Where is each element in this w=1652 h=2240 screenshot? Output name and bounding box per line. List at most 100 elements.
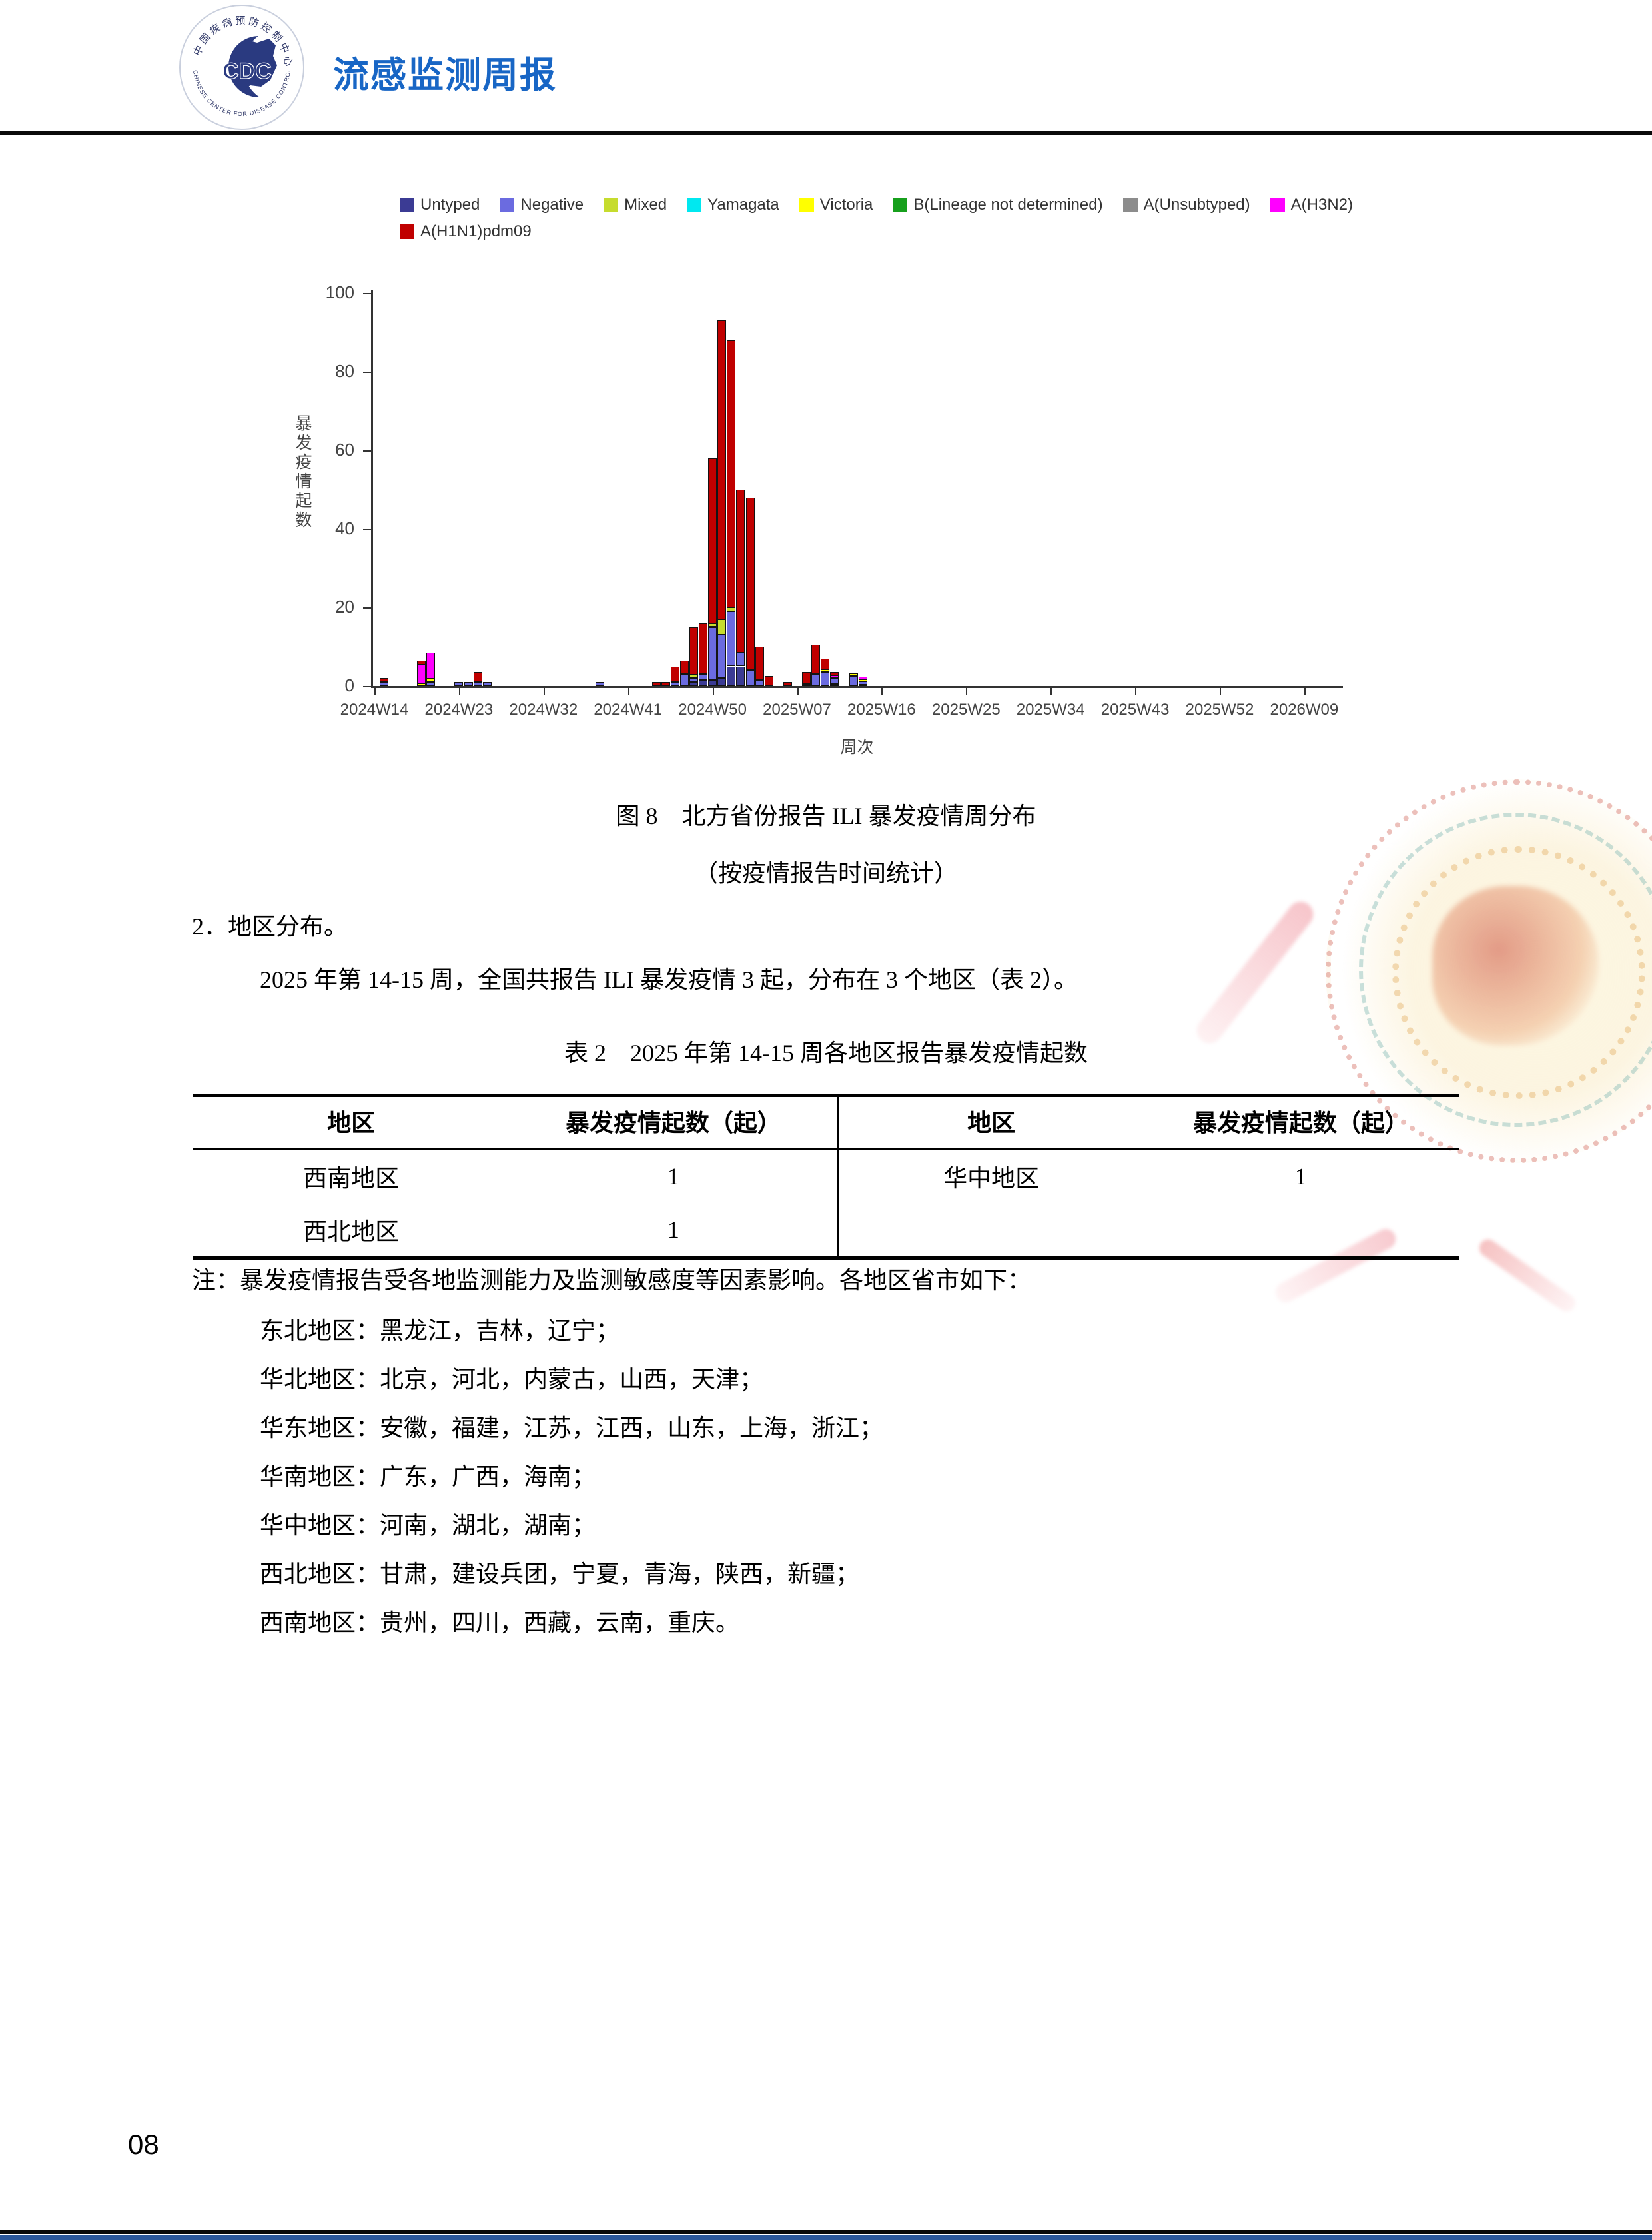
bar-segment-negative	[699, 674, 707, 681]
table-row: 西南地区 1 华中地区 1	[193, 1148, 1459, 1203]
legend-swatch-icon	[500, 198, 515, 212]
legend-swatch-icon	[687, 198, 702, 212]
legend-swatch-icon	[400, 224, 414, 239]
bar-segment-a_h3n2	[830, 675, 839, 679]
x-tick-label: 2024W32	[509, 701, 578, 719]
bar-segment-negative	[595, 682, 604, 686]
x-tick-label: 2025W52	[1185, 701, 1254, 719]
legend-swatch-icon	[604, 198, 619, 212]
cdc-logo: 中国疾病预防控制中心 CHINESE CENTER FOR DISEASE CO…	[176, 0, 305, 131]
note-intro: 注：暴发疫情报告受各地监测能力及监测敏感度等因素影响。各地区省市如下：	[192, 1267, 1032, 1294]
bar-segment-untyped	[802, 684, 811, 686]
legend-label: Victoria	[819, 196, 873, 214]
legend-swatch-icon	[799, 198, 814, 212]
legend-label: A(H1N1)pdm09	[420, 222, 532, 240]
region-note-line: 西北地区：甘肃，建设兵团，宁夏，青海，陕西，新疆；	[260, 1561, 860, 1587]
table-cell: 华中地区	[943, 1165, 1040, 1192]
x-tick	[1050, 688, 1052, 695]
bar-segment-negative	[736, 652, 745, 667]
bar-segment-negative	[821, 672, 830, 686]
bar-segment-mixed	[708, 623, 717, 627]
x-tick-label: 2024W23	[424, 701, 494, 719]
bar-segment-mixed	[689, 675, 698, 679]
legend-swatch-icon	[1270, 198, 1285, 212]
y-tick	[363, 607, 371, 609]
legend-label: B(Lineage not determined)	[913, 196, 1103, 214]
bar-segment-a_h1n1pdm09	[830, 672, 839, 676]
x-tick	[881, 688, 883, 695]
y-tick-label: 0	[344, 675, 354, 695]
x-tick	[458, 688, 460, 695]
y-tick	[363, 529, 371, 530]
bar-segment-negative	[745, 670, 755, 686]
logo-china-map	[232, 39, 277, 91]
bar-segment-mixed	[717, 619, 727, 635]
y-tick-label: 20	[335, 597, 354, 617]
y-tick-label: 40	[335, 518, 354, 538]
virus-streak-icon	[1191, 896, 1319, 1049]
x-tick-label: 2024W41	[594, 701, 663, 719]
x-tick-label: 2025W34	[1016, 701, 1085, 719]
bar-segment-untyped	[689, 682, 698, 686]
legend-row: Untyped Negative Mixed Yamagata Victoria B(Li…	[400, 196, 1399, 214]
figure-caption-line2: （按疫情报告时间统计）	[693, 860, 958, 887]
bar-segment-a_h1n1pdm09	[755, 647, 764, 681]
table-cell: 1	[1294, 1163, 1307, 1190]
page-number: 08	[128, 2129, 159, 2160]
y-axis-title: 暴发疫情起数	[293, 414, 312, 530]
legend-swatch-icon	[893, 198, 908, 212]
bar-segment-negative	[473, 682, 482, 686]
legend-item-a_unsubtyped: A(Unsubtyped)	[1122, 196, 1250, 214]
bar-segment-a_h1n1pdm09	[473, 672, 482, 683]
footer-accent-bar	[0, 2235, 1652, 2240]
table-row: 西北地区 1	[193, 1203, 1459, 1258]
x-tick	[543, 688, 545, 695]
bar-segment-negative	[454, 682, 464, 686]
bar-segment-victoria	[849, 673, 858, 677]
bar-segment-a_h1n1pdm09	[661, 682, 670, 686]
virus-streak-icon	[1475, 1236, 1579, 1315]
table-header-cell: 地区	[193, 1095, 510, 1150]
y-tick-label: 80	[335, 361, 354, 381]
region-note-line: 华东地区：安徽，福建，江苏，江西，山东，上海，浙江；	[260, 1415, 884, 1441]
x-axis-line	[371, 686, 1343, 688]
region-table-wrap: 地区 暴发疫情起数（起） 地区 暴发疫情起数（起） 西南地区 1 华中地区 1 西北地区 1	[193, 1094, 1459, 1260]
bar-segment-a_h3n2	[417, 664, 426, 683]
bar-segment-a_h1n1pdm09	[699, 623, 707, 675]
x-tick	[374, 688, 376, 695]
x-tick-label: 2025W25	[931, 701, 1001, 719]
bar-segment-a_h1n1pdm09	[651, 682, 661, 686]
table-cell: 1	[509, 1148, 840, 1203]
x-axis-title: 周次	[840, 738, 874, 757]
bar-segment-negative	[858, 681, 867, 685]
x-tick-label: 2025W07	[763, 701, 831, 719]
legend-item-b_lineage_nd: B(Lineage not determined)	[893, 196, 1103, 214]
legend-item-untyped: Untyped	[400, 196, 480, 214]
cdc-logo-image: 中国疾病预防控制中心 CHINESE CENTER FOR DISEASE CO…	[176, 0, 304, 130]
bar-segment-a_h3n2	[426, 652, 436, 679]
legend-item-yamagata: Yamagata	[687, 196, 779, 214]
bar-segment-negative	[426, 682, 436, 686]
bar-segment-a_h1n1pdm09	[764, 676, 773, 686]
bar-segment-victoria	[417, 683, 426, 686]
bar-segment-a_h1n1pdm09	[379, 678, 388, 683]
bar-segment-negative	[670, 682, 679, 686]
bar-segment-negative	[849, 676, 858, 686]
x-tick	[1135, 688, 1137, 695]
bar-segment-negative	[679, 674, 689, 686]
bar-segment-negative	[708, 627, 717, 681]
bar-segment-negative	[727, 611, 736, 667]
bar-segment-victoria	[821, 669, 830, 673]
legend-item-victoria: Victoria	[799, 196, 873, 214]
y-tick	[363, 686, 371, 687]
region-note-line: 华中地区：河南，湖北，湖南；	[260, 1512, 596, 1539]
bar-segment-negative	[717, 635, 727, 679]
legend-swatch-icon	[1122, 198, 1138, 212]
y-tick-label: 60	[335, 440, 354, 460]
region-note-list: 东北地区：黑龙江，吉林，辽宁； 华北地区：北京，河北，内蒙古，山西，天津； 华东地区…	[260, 1307, 883, 1647]
x-tick	[1220, 688, 1221, 695]
bar-segment-negative	[689, 678, 698, 683]
table-header-cell: 暴发疫情起数（起）	[1142, 1095, 1459, 1150]
bar-segment-a_h1n1pdm09	[745, 497, 755, 671]
